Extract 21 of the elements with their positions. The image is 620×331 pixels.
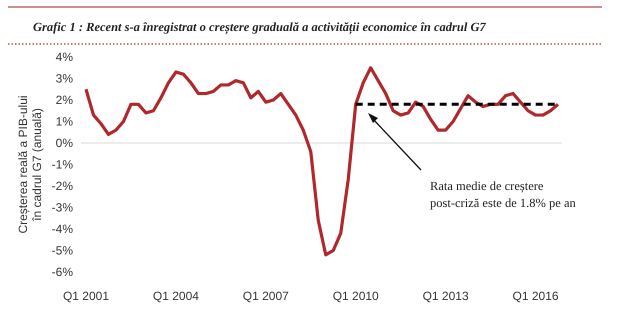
y-tick-label: 4% <box>56 50 74 64</box>
y-tick-label: -4% <box>52 222 74 236</box>
x-tick-label: Q1 2010 <box>332 289 380 303</box>
x-tick-label: Q1 2007 <box>242 289 290 303</box>
x-tick-label: Q1 2013 <box>422 289 469 303</box>
y-tick-label: 1% <box>56 114 74 129</box>
y-tick-label: -6% <box>52 265 74 280</box>
x-tick-label: Q1 2016 <box>512 289 559 303</box>
y-tick-label: -3% <box>52 200 74 215</box>
y-tick-label: 3% <box>56 72 74 86</box>
y-tick-label: 0% <box>56 136 74 150</box>
line-series <box>84 66 560 256</box>
chart-title: Grafic 1 : Recent s-a înregistrat o creștere graduală a activității economice în cadrul G7 <box>33 20 486 35</box>
x-tick-label: Q1 2001 <box>62 289 110 303</box>
y-tick-label: 2% <box>56 93 74 108</box>
x-tick-label: Q1 2004 <box>152 289 200 303</box>
y-tick-label: -1% <box>52 158 74 172</box>
annotation: Rata medie de creștere post-criză este de 1.8% pe an <box>430 179 577 210</box>
y-axis-title: Creșterea reală a PIB-ului în cadrul G7 (anuală) <box>16 95 44 234</box>
y-tick-label: -5% <box>52 244 74 258</box>
y-tick-label: -2% <box>52 179 74 194</box>
